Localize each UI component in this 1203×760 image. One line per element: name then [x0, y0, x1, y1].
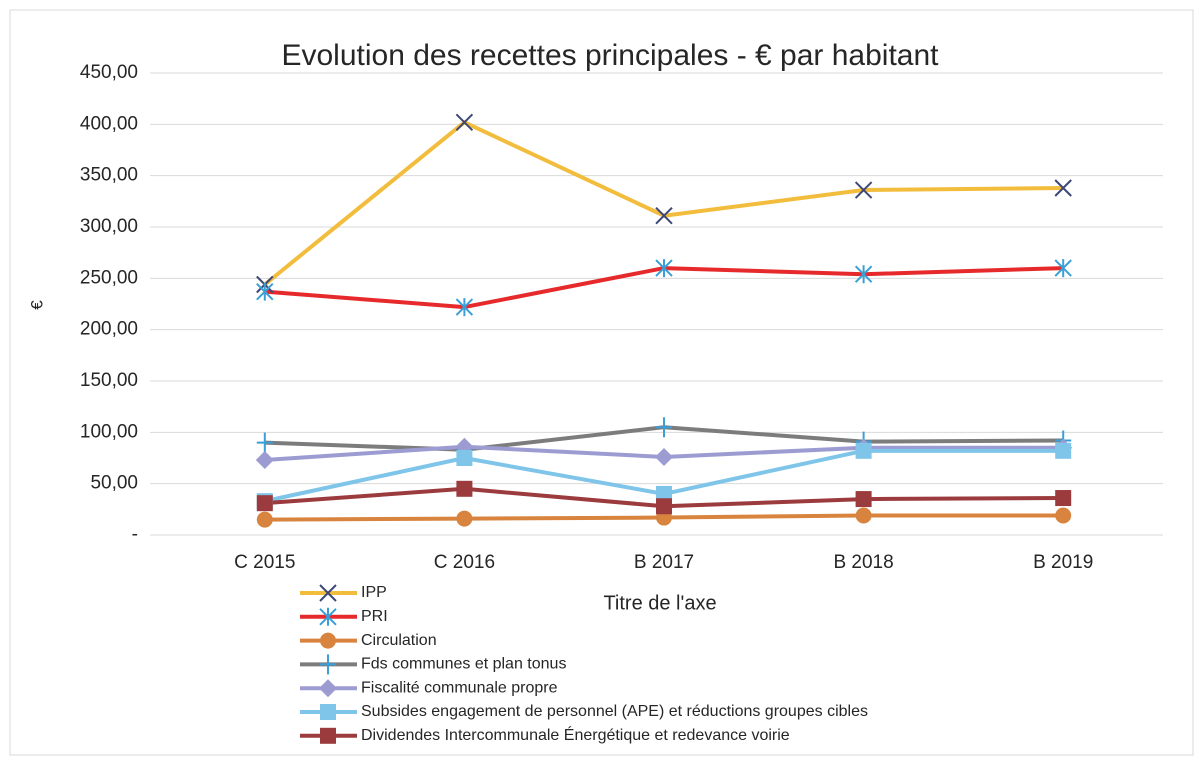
legend-marker [320, 727, 336, 744]
legend-label: Fds communes et plan tonus [361, 656, 566, 673]
data-point [855, 442, 872, 459]
legend-label: Circulation [361, 632, 437, 649]
y-tick-label: 50,00 [90, 473, 138, 494]
y-tick-label: 450,00 [80, 62, 138, 83]
legend-marker [319, 607, 337, 626]
x-tick-label: B 2019 [1033, 552, 1093, 573]
legend-label: PRI [361, 608, 388, 625]
data-point [1054, 179, 1072, 197]
data-point [656, 498, 672, 515]
legend-marker [319, 584, 337, 602]
data-point [1055, 490, 1072, 507]
chart-frame [9, 9, 1194, 756]
y-tick-label: 150,00 [80, 370, 138, 391]
data-point [655, 447, 673, 466]
legend-label: Fiscalité communale propre [361, 679, 558, 696]
x-tick-label: B 2017 [634, 552, 694, 573]
data-point [655, 259, 673, 278]
legend-marker [319, 679, 337, 698]
data-point [855, 491, 872, 508]
data-point [855, 507, 872, 524]
legend-marker [320, 704, 336, 720]
data-point [854, 265, 873, 284]
y-tick-label: - [132, 524, 138, 545]
chart-title: Evolution des recettes principales - € p… [281, 39, 939, 72]
data-point [455, 298, 474, 317]
data-point [256, 282, 274, 301]
legend-label: Subsides engagement de personnel (APE) e… [361, 703, 868, 720]
legend-label: Dividendes Intercommunale Énergétique et… [361, 725, 790, 744]
legend-marker [320, 654, 336, 675]
data-point [456, 510, 473, 527]
data-point [256, 432, 273, 453]
data-point [256, 511, 273, 528]
y-tick-label: 350,00 [80, 165, 138, 186]
data-point [456, 450, 473, 466]
data-point [656, 485, 672, 502]
data-point [255, 451, 274, 470]
data-point [455, 113, 474, 131]
data-point [1055, 507, 1072, 524]
x-tick-label: B 2018 [833, 552, 893, 573]
y-tick-label: 200,00 [80, 319, 138, 340]
data-point [854, 181, 873, 199]
data-point [456, 480, 473, 497]
x-axis-title: Titre de l'axe [603, 592, 716, 614]
y-tick-label: 250,00 [80, 267, 138, 288]
legend-label: IPP [361, 584, 387, 601]
data-point [256, 495, 273, 512]
y-tick-label: 100,00 [80, 421, 138, 442]
data-point [655, 206, 673, 225]
data-point [1055, 442, 1072, 459]
y-axis-title: € [27, 300, 46, 310]
data-point [1054, 259, 1072, 278]
x-tick-label: C 2015 [234, 552, 295, 573]
y-tick-label: 400,00 [80, 113, 138, 134]
data-point [656, 417, 672, 438]
legend-marker [320, 632, 336, 649]
x-tick-label: C 2016 [434, 552, 495, 573]
y-tick-label: 300,00 [80, 216, 138, 237]
